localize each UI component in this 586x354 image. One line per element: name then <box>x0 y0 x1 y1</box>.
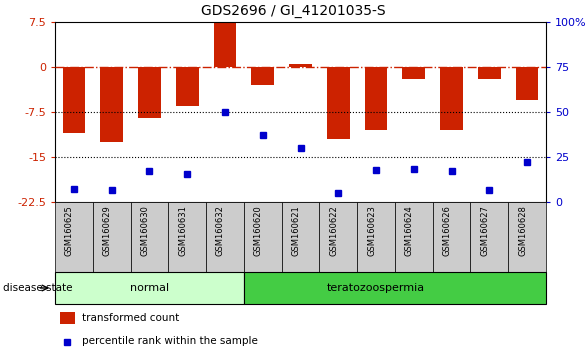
Bar <box>60 312 74 324</box>
Text: GSM160622: GSM160622 <box>329 206 338 256</box>
Bar <box>364 67 387 130</box>
Text: GSM160625: GSM160625 <box>65 206 74 256</box>
Bar <box>516 67 539 100</box>
Text: transformed count: transformed count <box>82 313 179 323</box>
Text: normal: normal <box>130 283 169 293</box>
Bar <box>131 202 168 272</box>
Text: GSM160629: GSM160629 <box>103 206 112 256</box>
Bar <box>395 202 432 272</box>
Bar <box>55 202 93 272</box>
Bar <box>244 272 546 304</box>
Bar <box>319 202 357 272</box>
Bar <box>55 272 244 304</box>
Text: disease state: disease state <box>3 283 73 293</box>
Bar <box>289 64 312 67</box>
Text: teratozoospermia: teratozoospermia <box>327 283 425 293</box>
Text: GSM160626: GSM160626 <box>442 206 452 256</box>
Bar <box>206 202 244 272</box>
Bar <box>138 67 161 118</box>
Bar <box>176 67 199 106</box>
Bar <box>244 202 282 272</box>
Bar <box>471 202 508 272</box>
Text: GSM160627: GSM160627 <box>481 206 489 256</box>
Bar <box>214 22 236 67</box>
Text: GSM160620: GSM160620 <box>254 206 263 256</box>
Text: GDS2696 / GI_41201035-S: GDS2696 / GI_41201035-S <box>200 5 386 18</box>
Text: percentile rank within the sample: percentile rank within the sample <box>82 337 258 347</box>
Bar <box>403 67 425 79</box>
Text: GSM160632: GSM160632 <box>216 206 225 256</box>
Bar <box>63 67 85 133</box>
Text: GSM160630: GSM160630 <box>141 206 149 256</box>
Bar <box>168 202 206 272</box>
Bar <box>282 202 319 272</box>
Text: GSM160624: GSM160624 <box>405 206 414 256</box>
Bar <box>478 67 500 79</box>
Bar <box>100 67 123 142</box>
Text: GSM160621: GSM160621 <box>291 206 301 256</box>
Text: GSM160623: GSM160623 <box>367 206 376 256</box>
Bar <box>327 67 350 139</box>
Bar <box>251 67 274 85</box>
Text: GSM160631: GSM160631 <box>178 206 187 256</box>
Bar <box>440 67 463 130</box>
Bar <box>357 202 395 272</box>
Bar <box>432 202 471 272</box>
Bar <box>93 202 131 272</box>
Bar <box>508 202 546 272</box>
Text: GSM160628: GSM160628 <box>518 206 527 256</box>
